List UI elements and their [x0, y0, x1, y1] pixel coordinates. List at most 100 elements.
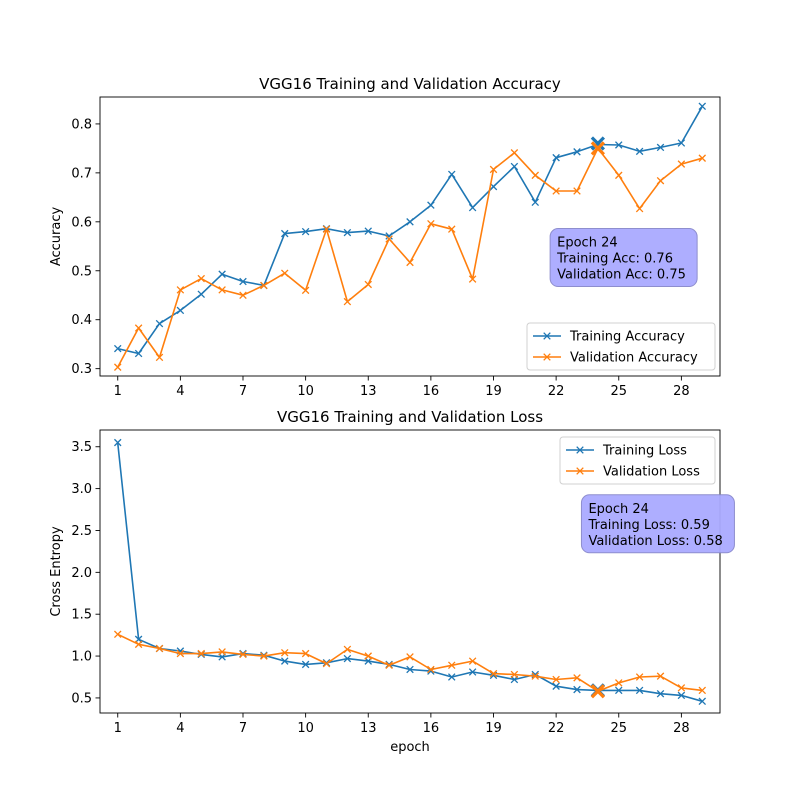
validation-loss-point	[364, 652, 373, 660]
validation-loss-point	[113, 630, 122, 639]
validation-loss-point	[406, 653, 414, 661]
x-tick-label: 4	[176, 721, 184, 736]
training-accuracy-point	[176, 306, 185, 315]
validation-loss-point	[614, 679, 623, 687]
training-accuracy-point	[656, 143, 665, 152]
validation-loss-point	[385, 661, 393, 670]
validation-accuracy-point	[301, 286, 310, 295]
validation-accuracy-point	[698, 154, 707, 162]
y-tick-label: 3.5	[71, 440, 92, 455]
legend-entry: Training Loss	[602, 444, 687, 459]
validation-accuracy-point	[552, 187, 560, 195]
validation-loss-point	[552, 675, 560, 684]
x-tick-label: 7	[239, 384, 247, 399]
x-tick-label: 13	[360, 384, 377, 399]
validation-loss-point	[698, 686, 707, 695]
x-tick-label: 10	[297, 384, 314, 399]
validation-accuracy-point	[197, 274, 206, 283]
validation-accuracy-point	[239, 291, 247, 299]
training-accuracy-point	[134, 349, 143, 358]
loss-panel: VGG16 Training and Validation Loss 1 4 7 10 1…	[49, 408, 735, 755]
y-axis-label: Accuracy	[49, 207, 64, 267]
annotation-line: Training Acc: 0.76	[556, 252, 673, 267]
training-accuracy-point	[218, 270, 226, 278]
training-accuracy-point	[510, 162, 519, 171]
validation-accuracy-point	[155, 353, 164, 362]
legend-entry: Validation Loss	[603, 465, 700, 480]
legend-entry: Validation Accuracy	[570, 351, 698, 366]
x-tick-label: 1	[114, 384, 122, 399]
x-tick-label: 16	[423, 384, 440, 399]
validation-loss-point	[322, 659, 331, 668]
x-tick-label: 19	[485, 384, 502, 399]
x-tick-label: 28	[673, 384, 690, 399]
annotation-line: Epoch 24	[557, 236, 617, 251]
training-accuracy-point	[364, 227, 373, 235]
validation-loss-point	[176, 649, 185, 658]
x-tick-label: 22	[548, 721, 565, 736]
training-loss-point	[635, 686, 644, 695]
validation-accuracy-point	[677, 160, 686, 168]
validation-loss-point	[531, 672, 540, 680]
validation-loss-point	[427, 665, 435, 674]
training-loss-point	[656, 689, 665, 698]
validation-accuracy-point	[635, 204, 644, 213]
validation-accuracy-point	[510, 149, 519, 157]
training-loss-point	[698, 697, 707, 706]
validation-loss-point	[489, 669, 498, 678]
validation-accuracy-point	[113, 363, 122, 371]
legend-swatch-marker	[543, 332, 551, 340]
training-accuracy-point	[635, 147, 644, 156]
chart-title: VGG16 Training and Validation Accuracy	[259, 75, 561, 93]
validation-accuracy-point	[280, 269, 289, 277]
validation-loss-point	[155, 644, 164, 653]
training-accuracy-point	[385, 232, 393, 240]
validation-loss-point	[280, 648, 289, 657]
validation-accuracy-point	[427, 220, 435, 228]
y-tick-label: 0.4	[71, 313, 92, 328]
x-tick-label: 25	[610, 384, 627, 399]
validation-loss-point	[447, 661, 456, 670]
axes-frame	[99, 429, 721, 714]
validation-loss-point	[468, 657, 477, 665]
validation-loss-point	[301, 649, 310, 658]
y-tick-label: 0.6	[71, 215, 92, 230]
training-accuracy-point	[197, 290, 206, 299]
validation-accuracy-point	[573, 187, 581, 195]
y-tick-label: 0.8	[71, 117, 92, 132]
validation-accuracy-point	[364, 280, 373, 289]
y-tick-label: 3.0	[71, 482, 92, 497]
training-accuracy-point	[468, 203, 477, 212]
annotation-box	[580, 494, 735, 554]
validation-accuracy-point	[447, 225, 456, 233]
highlight-training-marker	[590, 136, 606, 151]
training-loss-point	[113, 438, 122, 447]
training-accuracy-point	[343, 228, 352, 237]
annotation-line: Validation Loss: 0.58	[588, 534, 722, 549]
training-accuracy-point	[573, 148, 581, 156]
training-accuracy-point	[239, 277, 247, 286]
axes-frame	[99, 96, 721, 377]
y-tick-label: 0.5	[71, 691, 92, 706]
legend-frame	[526, 322, 716, 371]
validation-loss-point	[510, 670, 519, 679]
annotation-line: Epoch 24	[588, 502, 648, 517]
validation-loss-point	[218, 648, 226, 656]
legend-swatch-marker	[576, 467, 584, 475]
validation-accuracy-point	[176, 286, 185, 294]
training-loss-point	[406, 665, 414, 674]
validation-loss-point	[343, 645, 352, 654]
training-accuracy-point	[531, 198, 540, 206]
validation-loss-point	[260, 652, 268, 660]
training-loss-point	[614, 686, 623, 695]
validation-accuracy-point	[489, 165, 498, 174]
training-loss-point	[677, 691, 686, 700]
legend-swatch-marker	[576, 446, 584, 454]
validation-loss-point	[677, 684, 686, 692]
training-loss-point	[447, 673, 456, 681]
y-tick-label: 0.3	[71, 362, 92, 377]
validation-loss-point	[134, 640, 143, 649]
validation-loss-point	[573, 674, 581, 682]
